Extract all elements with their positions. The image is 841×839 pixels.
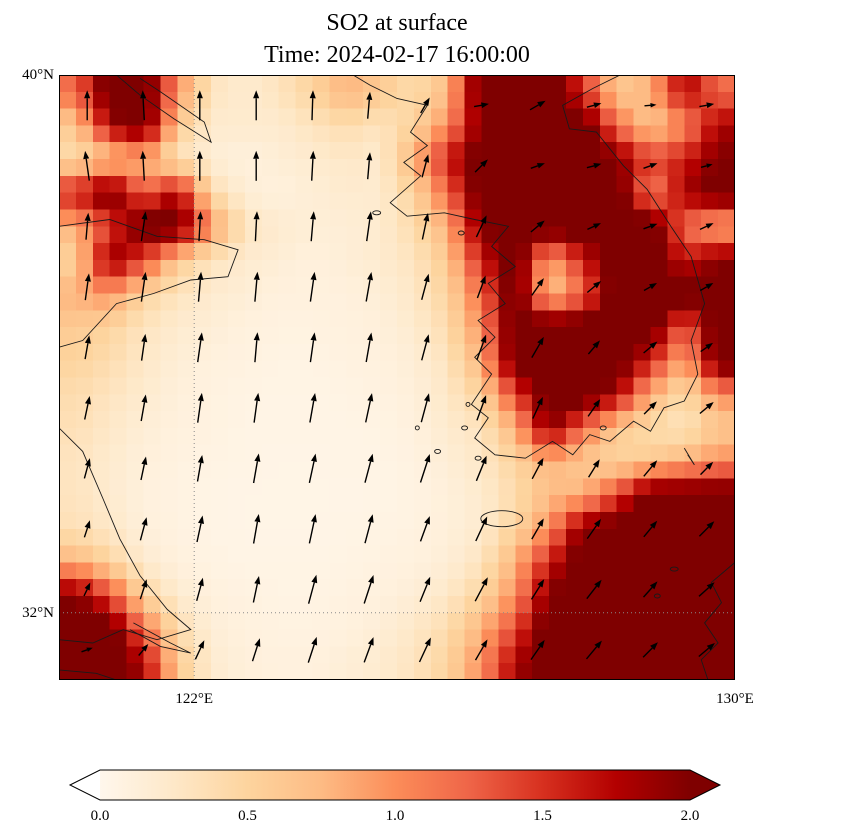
coastline-korea — [352, 75, 706, 459]
coastline-yangtze-chongming — [129, 622, 192, 654]
axes-frame — [59, 75, 735, 680]
colorbar-extend-right — [690, 770, 720, 800]
island-outline — [465, 401, 471, 407]
coastline-china-coast — [59, 427, 192, 644]
island-outline — [480, 510, 524, 528]
wind-arrows — [81, 90, 715, 663]
island-outline — [434, 448, 442, 454]
colorbar: 0.00.51.01.52.0 SO2 (ppbv) — [0, 762, 841, 839]
colorbar-tick-label: 2.0 — [681, 808, 700, 824]
colorbar-svg: 0.0 0.5 1.0 1.5 2.0 — [68, 769, 722, 824]
lat-tick-label: 32°N — [22, 604, 54, 621]
island-outline — [372, 210, 382, 216]
island-outline — [599, 425, 607, 431]
coastline-liaodong — [116, 75, 212, 144]
island-outline — [457, 230, 465, 236]
colorbar-tick-label: 0.0 — [91, 808, 110, 824]
coastline-tsushima — [683, 447, 695, 466]
coastline-hangzhou-bay — [59, 669, 118, 680]
island-outline — [653, 593, 661, 599]
colorbar-tick-label: 1.0 — [386, 808, 405, 824]
heatmap-cells — [59, 75, 735, 680]
chart-subtitle-time: Time: 2024-02-17 16:00:00 — [264, 42, 530, 68]
chart-title: SO2 at surface — [326, 10, 468, 36]
colorbar-tick-label: 0.5 — [238, 808, 257, 824]
island-outline — [461, 425, 469, 431]
island-outline — [474, 455, 482, 461]
coastline-kyushu — [700, 562, 735, 680]
coastlines — [59, 75, 735, 680]
coastline-shandong — [59, 219, 239, 348]
so2-heatmap-svg — [59, 75, 735, 680]
island-outline — [669, 566, 679, 572]
lon-tick-label: 130°E — [716, 691, 754, 707]
island-outline — [414, 425, 420, 431]
colorbar-outline — [68, 769, 722, 801]
lat-tick-label: 40°N — [22, 67, 54, 83]
map-plot-area — [59, 75, 735, 680]
colorbar-tick-label: 1.5 — [533, 808, 552, 824]
colorbar-gradient-bar — [100, 770, 690, 800]
colorbar-extend-left — [70, 770, 100, 800]
lon-tick-label: 122°E — [175, 691, 214, 707]
